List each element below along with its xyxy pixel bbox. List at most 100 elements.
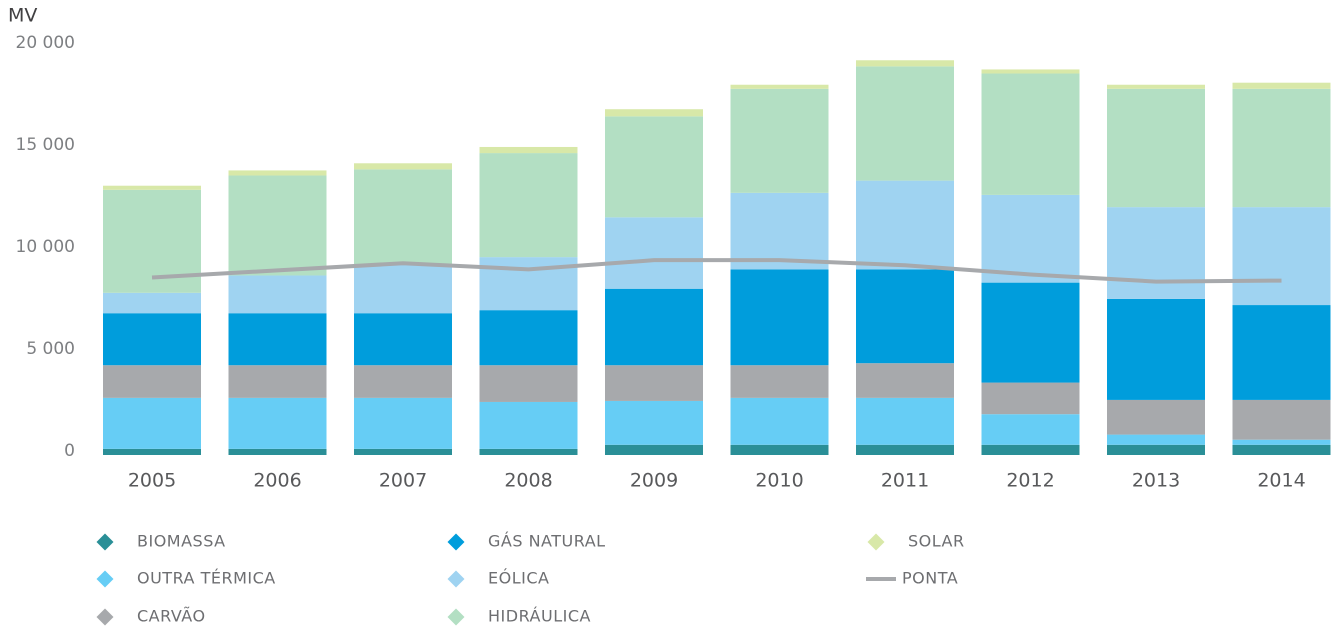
bar-segment [1107,434,1205,445]
x-tick-label: 2014 [1257,470,1305,492]
bar-segment [981,69,1080,74]
x-tick-label: 2011 [881,470,929,492]
bar-segment [103,365,201,398]
bar-segment [354,365,452,398]
legend-label: PONTA [902,569,958,588]
bar-segment [479,448,578,455]
bar-segment [479,401,578,449]
bar-segment [228,365,327,398]
bar-segment [856,363,954,398]
bar-segment [981,194,1080,283]
bar-segment [1107,444,1205,455]
bar-segment [730,269,829,366]
legend-marker [447,570,465,588]
bar-segment [354,397,452,449]
legend-marker [96,570,114,588]
y-tick-label: 20 000 [16,33,75,53]
y-axis-label: MV [8,5,37,27]
legend-marker [867,533,885,551]
bar-segment [479,310,578,366]
legend-label: HIDRÁULICA [488,607,591,626]
bar-segment [1232,88,1331,208]
bar-segment [981,282,1080,383]
bar-segment [479,365,578,402]
legend-label: BIOMASSA [137,532,226,551]
x-tick-label: 2006 [253,470,301,492]
legend-marker [96,608,114,626]
bar-segment [1232,439,1331,445]
bar-segment [354,169,452,265]
bar-segment [354,264,452,314]
bar-segment [605,444,703,455]
line-series [151,258,1282,284]
bar-segment [354,448,452,455]
bar-segment [228,275,327,314]
y-tick-label: 0 [64,441,75,461]
bar-segment [1232,399,1331,440]
bar-segment [730,365,829,398]
bar-segment [1232,207,1331,306]
legend-label: GÁS NATURAL [488,532,606,551]
bar-segment [605,116,703,218]
bar-segment [1107,399,1205,435]
bar-segment [856,180,954,270]
bar-segment [856,66,954,181]
x-tick-label: 2012 [1006,470,1054,492]
bar-segment [981,382,1080,415]
bar-segment [856,269,954,364]
bar-segment [1107,298,1205,400]
legend-label: EÓLICA [488,569,549,588]
bar-segment [1107,88,1205,208]
x-tick-label: 2013 [1132,470,1180,492]
bar-segment [103,185,201,190]
bar-segment [228,175,327,276]
legend-label: SOLAR [908,532,965,551]
bar-segment [479,153,578,258]
bar-segment [354,163,452,170]
bar-segment [605,365,703,401]
bar-segment [1232,305,1331,400]
bar-segment [228,170,327,176]
y-tick-label: 5 000 [26,339,75,359]
bar-segment [730,192,829,270]
bar-segment [730,397,829,445]
y-tick-label: 15 000 [16,135,75,155]
bar-segment [1232,82,1331,89]
bar-segment [228,397,327,449]
bar-segment [981,414,1080,445]
legend-marker [447,533,465,551]
bar-segment [605,288,703,366]
bar-segment [103,397,201,449]
legend-label: CARVÃO [137,607,206,626]
legend-marker [96,533,114,551]
bar-segment [605,217,703,289]
bar-segment [103,448,201,455]
legend-label: OUTRA TÉRMICA [137,569,276,588]
x-tick-label: 2007 [379,470,427,492]
bar-segment [856,60,954,67]
x-tick-label: 2005 [128,470,176,492]
bar-segment [730,444,829,455]
legend-line [866,577,896,581]
bar-segment [981,444,1080,455]
bar-segment [228,313,327,366]
bar-segment [730,88,829,193]
bar-segment [1232,444,1331,455]
x-tick-label: 2010 [755,470,803,492]
x-tick-label: 2009 [630,470,678,492]
bar-segment [228,448,327,455]
bar-segment [605,400,703,445]
bar-segment [856,444,954,455]
bar-segment [103,292,201,314]
bar-segment [1107,207,1205,299]
bar-segment [1107,84,1205,89]
bar-segment [103,313,201,366]
y-tick-label: 10 000 [16,237,75,257]
bar-segment [479,146,578,154]
bar-segment [981,73,1080,195]
bar-segment [354,313,452,366]
legend-marker [447,608,465,626]
bar-segment [730,84,829,89]
bar-segment [856,397,954,445]
